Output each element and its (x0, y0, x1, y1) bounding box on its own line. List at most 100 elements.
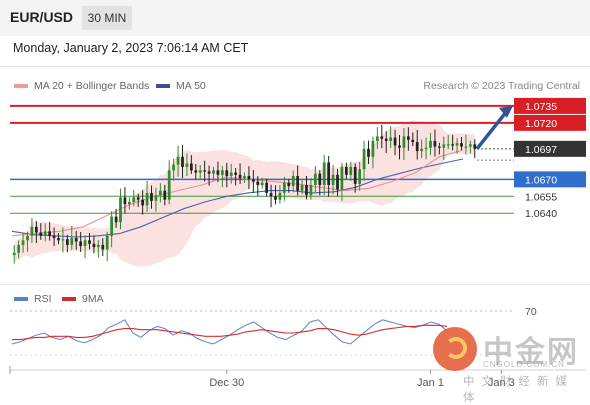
candle-body (260, 182, 264, 185)
level-label-1.0640: 1.0640 (525, 208, 557, 220)
candle-body (57, 238, 60, 241)
rsi-ma-swatch (62, 297, 76, 302)
candle-body (39, 232, 43, 236)
level-tag-1.0670 (514, 171, 586, 188)
candle-body (172, 164, 176, 171)
candle-body (194, 170, 198, 173)
candle-body (265, 182, 269, 193)
watermark-sub: 中文财经新媒体 (463, 376, 574, 404)
candle-body (446, 144, 450, 146)
candle-body (349, 166, 353, 175)
ma50-line (11, 158, 464, 238)
timestamp: Monday, January 2, 2023 7:06:14 AM CET (13, 41, 249, 55)
candle-body (256, 181, 260, 185)
candle-body (406, 136, 410, 140)
candle-body (442, 144, 446, 148)
candle-body (203, 170, 207, 172)
candle-body (353, 166, 357, 184)
level-tag-1.0720 (514, 114, 586, 131)
candle-body (309, 185, 313, 196)
candle-body (48, 231, 52, 236)
candle-body (327, 162, 331, 185)
candle-body (243, 175, 246, 179)
x-tick-label-Jan 1: Jan 1 (417, 377, 444, 389)
candle-body (473, 144, 477, 149)
candle-body (96, 244, 100, 248)
level-label-1.0735: 1.0735 (525, 101, 557, 113)
rsi-ma-line (12, 324, 448, 341)
credit: Research © 2023 Trading Central (423, 80, 580, 92)
legend-rsi-ma-label: 9MA (82, 293, 104, 305)
x-tick-label-Dec 30: Dec 30 (209, 377, 244, 389)
rsi-line (11, 319, 448, 345)
candle-body (26, 235, 29, 241)
level-label-1.0655: 1.0655 (525, 191, 557, 203)
candle-body (358, 169, 362, 184)
level-tag-1.0735 (514, 97, 586, 114)
candle-body (375, 136, 379, 141)
timeframe-button[interactable]: 30 MIN (82, 6, 132, 30)
candle-body (274, 196, 277, 200)
candle-body (119, 197, 122, 223)
candle-body (34, 226, 38, 233)
candle-body (229, 172, 233, 176)
ma20-line (11, 149, 464, 237)
candle-body (340, 166, 344, 190)
legend-rsi-ma: 9MA (62, 293, 104, 305)
candle-body (398, 145, 401, 148)
candle-body (52, 235, 56, 239)
candle-body (136, 197, 140, 200)
candle-body (296, 175, 300, 191)
ma20-swatch (14, 84, 28, 89)
candle-body (154, 195, 158, 201)
candle-body (424, 147, 428, 149)
candle-body (132, 197, 136, 202)
candle-body (305, 185, 308, 196)
candle-body (61, 239, 65, 241)
candle-body (238, 174, 242, 179)
legend-rsi: RSI (14, 293, 52, 305)
legend-ma20: MA 20 + Bollinger Bands (14, 80, 149, 92)
candle-body (176, 156, 180, 165)
candle-body (331, 174, 335, 185)
candle-body (415, 142, 419, 152)
rsi-level-label: 70 (525, 306, 537, 318)
candle-body (247, 175, 251, 180)
candle-body (12, 252, 16, 256)
candle-body (65, 239, 69, 245)
rsi-swatch (14, 297, 28, 302)
candle-body (110, 216, 114, 236)
symbol-label: EUR/USD (10, 9, 74, 25)
watermark-brand: 中金网 (483, 335, 579, 370)
candle-body (74, 238, 78, 242)
candle-body (114, 216, 118, 223)
candle-body (198, 170, 202, 173)
forecast-arrow-shaft (475, 109, 509, 150)
candle-body (181, 156, 184, 167)
candle-body (163, 190, 167, 200)
legend-ma20-label: MA 20 + Bollinger Bands (34, 80, 150, 92)
pane-divider (0, 284, 590, 285)
candle-body (123, 197, 127, 205)
candle-body (362, 148, 366, 170)
watermark-url: CNGOLD.COM.CN (483, 360, 565, 369)
candle-body (150, 192, 153, 201)
candle-body (433, 140, 437, 147)
candle-body (216, 170, 220, 175)
candle-body (380, 136, 384, 139)
candle-body (207, 171, 211, 174)
candle-body (344, 166, 348, 175)
candle-body (318, 173, 322, 185)
candle-body (437, 146, 441, 148)
forecast-arrow-head (499, 105, 513, 118)
last-price-label: 1.0697 (525, 144, 557, 156)
candle-body (83, 240, 87, 247)
candle-body (464, 146, 468, 148)
ma50-swatch (156, 84, 170, 89)
legend-ma50-label: MA 50 (176, 80, 206, 92)
watermark: 中金网 CNGOLD.COM.CN 中文财经新媒体 (433, 327, 583, 404)
candle-body (300, 185, 304, 191)
candle-body (336, 174, 339, 190)
candle-body (313, 173, 317, 185)
candle-body (402, 136, 406, 148)
